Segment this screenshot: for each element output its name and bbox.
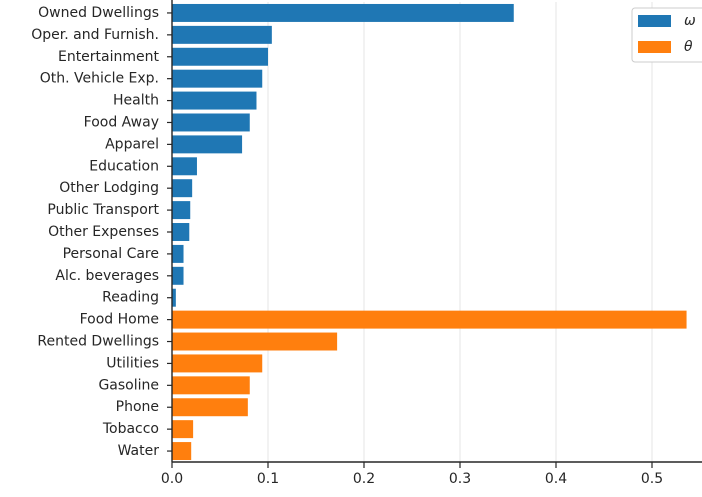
x-tick-label: 0.0 xyxy=(161,471,183,487)
x-tick-label: 0.2 xyxy=(353,471,375,487)
category-label: Entertainment xyxy=(58,49,160,65)
legend: ωθ xyxy=(631,7,702,63)
bar xyxy=(172,266,184,285)
legend-swatch xyxy=(638,41,671,53)
category-label: Oper. and Furnish. xyxy=(31,27,159,43)
bar xyxy=(172,135,243,154)
category-label: Owned Dwellings xyxy=(38,5,159,21)
legend-label: θ xyxy=(684,39,693,55)
bar xyxy=(172,113,250,132)
x-tick-label: 0.4 xyxy=(545,471,567,487)
bar xyxy=(172,244,184,263)
bar xyxy=(172,25,272,44)
category-label: Rented Dwellings xyxy=(37,334,159,350)
category-label: Personal Care xyxy=(63,246,159,262)
bar xyxy=(172,398,248,417)
bar xyxy=(172,69,263,88)
category-label: Education xyxy=(89,158,159,174)
category-label: Phone xyxy=(116,399,159,415)
category-label: Gasoline xyxy=(98,377,159,393)
bar xyxy=(172,376,250,395)
x-tick-label: 0.5 xyxy=(641,471,663,487)
legend-label: ω xyxy=(684,13,696,29)
category-label: Other Lodging xyxy=(59,180,159,196)
axes: 0.0 0.1 0.2 0.3 0.4 0.5 xyxy=(161,0,702,487)
category-label: Reading xyxy=(102,290,159,306)
x-tick-label: 0.3 xyxy=(449,471,471,487)
bar xyxy=(172,332,338,351)
category-labels: Owned Dwellings Oper. and Furnish. Enterta… xyxy=(31,5,172,459)
bar xyxy=(172,354,263,373)
category-label: Oth. Vehicle Exp. xyxy=(40,71,159,87)
category-label: Food Away xyxy=(84,114,159,130)
category-label: Food Home xyxy=(80,312,159,328)
bar xyxy=(172,223,190,241)
category-label: Public Transport xyxy=(47,202,159,218)
bar xyxy=(172,201,191,220)
grid-lines xyxy=(267,2,653,462)
bar xyxy=(172,288,176,307)
category-label: Alc. beverages xyxy=(55,268,159,284)
bar xyxy=(172,47,268,66)
category-label: Water xyxy=(118,443,160,459)
bar xyxy=(172,442,192,461)
bar xyxy=(172,3,514,22)
bars xyxy=(172,3,687,461)
x-tick-label: 0.1 xyxy=(257,471,279,487)
category-label: Utilities xyxy=(106,355,159,371)
category-label: Apparel xyxy=(105,136,159,152)
bar xyxy=(172,310,687,329)
legend-swatch xyxy=(638,15,671,27)
category-label: Tobacco xyxy=(102,421,159,437)
category-label: Health xyxy=(113,93,159,109)
bar xyxy=(172,420,194,439)
bar xyxy=(172,179,193,198)
category-label: Other Expenses xyxy=(48,224,159,240)
bar xyxy=(172,157,197,176)
bar xyxy=(172,91,257,110)
